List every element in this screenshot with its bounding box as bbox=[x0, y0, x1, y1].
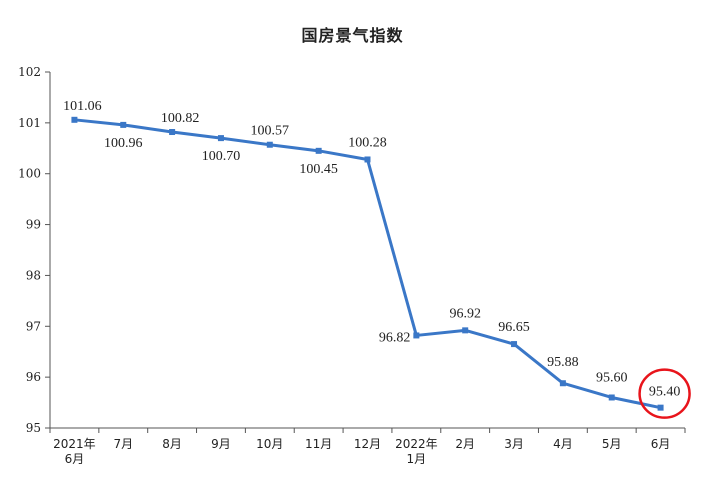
data-point bbox=[120, 121, 127, 128]
x-tick-label: 6月 bbox=[651, 437, 671, 451]
data-label: 96.92 bbox=[449, 306, 481, 321]
data-point bbox=[511, 341, 518, 348]
highlight-circle bbox=[638, 368, 691, 419]
y-tick-label: 95 bbox=[26, 421, 41, 435]
data-label: 96.82 bbox=[379, 330, 411, 345]
data-label: 100.70 bbox=[202, 149, 241, 164]
data-label: 100.57 bbox=[251, 124, 290, 139]
y-tick-label: 100 bbox=[18, 167, 41, 181]
x-tick-label: 2021年 bbox=[53, 437, 96, 451]
data-point bbox=[413, 332, 420, 339]
data-point bbox=[608, 394, 615, 401]
y-tick-label: 96 bbox=[26, 370, 41, 384]
x-tick-label: 2022年 bbox=[395, 437, 438, 451]
y-tick-label: 98 bbox=[26, 268, 41, 282]
y-tick-label: 101 bbox=[18, 116, 41, 130]
data-label: 96.65 bbox=[498, 320, 530, 335]
y-axis-ticks: 95 96 97 98 99 100 101 102 bbox=[18, 65, 50, 435]
highlight-group bbox=[638, 368, 691, 419]
data-labels: 101.06 100.96 100.82 100.70 100.57 100.45 100.… bbox=[63, 99, 680, 400]
x-tick-label: 12月 bbox=[354, 437, 381, 451]
x-tick-label: 2月 bbox=[455, 437, 475, 451]
series-group bbox=[71, 116, 664, 411]
x-tick-label: 4月 bbox=[553, 437, 573, 451]
data-point bbox=[315, 147, 322, 154]
data-label: 95.60 bbox=[596, 370, 628, 385]
data-point bbox=[217, 135, 224, 142]
x-tick-label: 7月 bbox=[113, 437, 133, 451]
data-point bbox=[71, 116, 78, 123]
data-point bbox=[559, 380, 566, 387]
data-point bbox=[364, 156, 371, 163]
data-point bbox=[657, 404, 664, 411]
x-tick-label: 6月 bbox=[65, 452, 85, 466]
data-label: 95.88 bbox=[547, 355, 579, 370]
x-tick-label: 8月 bbox=[162, 437, 182, 451]
data-point bbox=[266, 141, 273, 148]
y-tick-label: 99 bbox=[26, 218, 41, 232]
data-label: 100.28 bbox=[348, 135, 387, 150]
chart-title: 国房景气指数 bbox=[301, 26, 404, 45]
data-label: 101.06 bbox=[63, 99, 102, 114]
y-tick-label: 102 bbox=[18, 65, 41, 79]
data-label: 95.40 bbox=[649, 385, 681, 400]
x-tick-label: 10月 bbox=[256, 437, 283, 451]
x-tick-label: 5月 bbox=[602, 437, 622, 451]
x-tick-label: 11月 bbox=[305, 437, 332, 451]
data-label: 100.96 bbox=[104, 136, 143, 151]
data-label: 100.45 bbox=[299, 162, 338, 177]
x-tick-label: 1月 bbox=[407, 452, 427, 466]
axes bbox=[49, 72, 685, 429]
y-tick-label: 97 bbox=[26, 319, 41, 333]
data-point bbox=[462, 327, 469, 334]
x-tick-label: 9月 bbox=[211, 437, 231, 451]
data-point bbox=[169, 129, 176, 136]
data-label: 100.82 bbox=[161, 111, 200, 126]
x-tick-label: 3月 bbox=[504, 437, 524, 451]
